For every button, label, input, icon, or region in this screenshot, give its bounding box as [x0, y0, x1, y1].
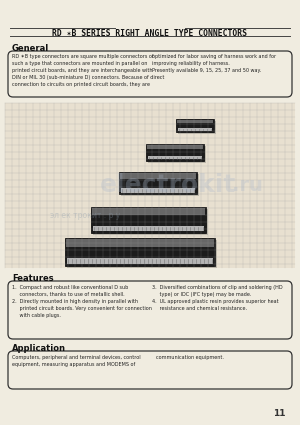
Text: Application: Application	[12, 344, 66, 353]
Bar	[148, 156, 202, 159]
Bar	[146, 144, 204, 161]
Bar	[91, 207, 206, 233]
Bar	[5, 103, 295, 268]
Bar	[148, 145, 206, 162]
Bar	[92, 208, 205, 215]
Text: 11: 11	[274, 409, 286, 418]
Text: optimized for labor saving of harness work and for
improving reliability of harn: optimized for labor saving of harness wo…	[152, 54, 276, 73]
Text: RD ✶B type connectors are square multiple connectors of
such a type that connect: RD ✶B type connectors are square multipl…	[12, 54, 164, 87]
Bar	[121, 188, 195, 193]
Text: RD ✶B SERIES RIGHT ANGLE TYPE CONNECTORS: RD ✶B SERIES RIGHT ANGLE TYPE CONNECTORS	[52, 28, 247, 37]
Text: General: General	[12, 44, 49, 53]
Bar	[147, 144, 203, 149]
Bar	[121, 174, 199, 196]
Text: communication equipment.: communication equipment.	[156, 355, 224, 360]
Text: 1.  Compact and robust like conventional D sub
     connectors, thanks to use of: 1. Compact and robust like conventional …	[12, 285, 152, 318]
Bar	[119, 172, 197, 194]
Bar	[65, 238, 215, 266]
Bar	[120, 173, 196, 179]
Bar	[176, 119, 214, 131]
Bar	[92, 226, 203, 232]
Text: 3.  Diversified combinations of clip and soldering (HD
     type) or IDC (IFC ty: 3. Diversified combinations of clip and …	[152, 285, 283, 311]
Bar	[67, 258, 213, 264]
FancyBboxPatch shape	[8, 351, 292, 389]
FancyBboxPatch shape	[8, 51, 292, 97]
Text: electrokit: electrokit	[100, 173, 236, 197]
Bar	[177, 119, 213, 123]
Bar	[67, 240, 217, 268]
Text: .ru: .ru	[232, 176, 263, 195]
Text: эл ек трокит . р у: эл ек трокит . р у	[50, 210, 120, 219]
Text: Computers, peripheral and terminal devices, control
equipment, measuring apparat: Computers, peripheral and terminal devic…	[12, 355, 141, 367]
FancyBboxPatch shape	[8, 281, 292, 339]
Bar	[92, 209, 208, 235]
Bar	[178, 128, 212, 131]
Bar	[66, 239, 214, 247]
Bar	[178, 121, 216, 133]
Text: Features: Features	[12, 274, 54, 283]
